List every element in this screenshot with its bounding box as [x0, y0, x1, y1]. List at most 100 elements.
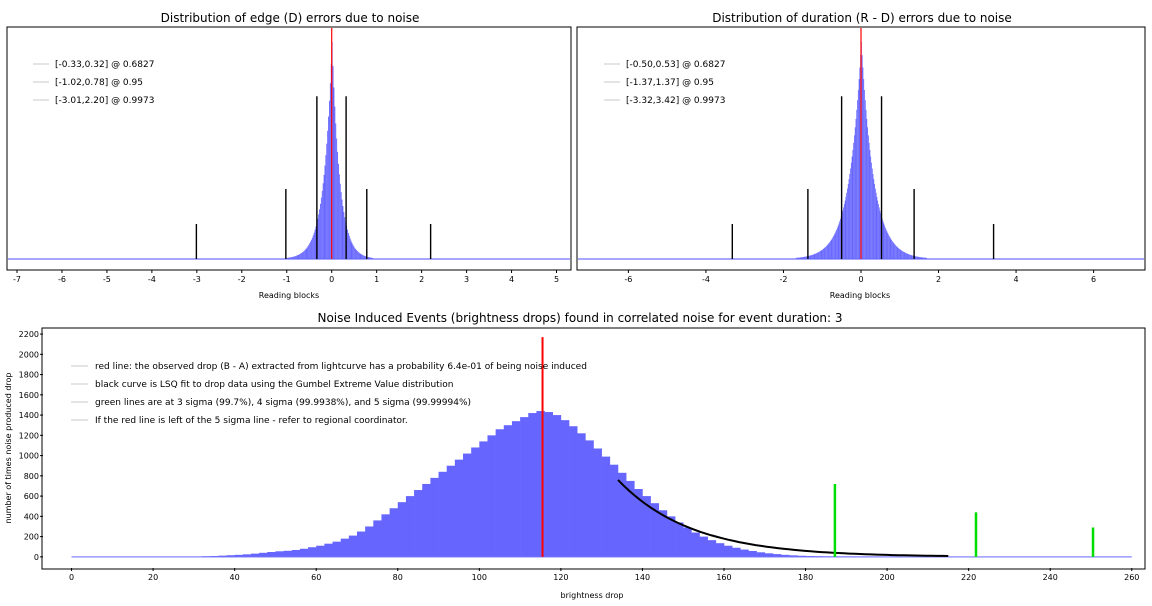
chart2-bar [909, 254, 910, 259]
chart1-bar [287, 258, 288, 259]
chart2-bar [855, 127, 856, 259]
chart2-bar [917, 257, 918, 259]
chart1-bar [315, 230, 316, 259]
chart2-bar [796, 258, 797, 259]
chart3-bar [463, 454, 471, 557]
chart1-bar [334, 107, 335, 259]
chart3-bar [300, 549, 308, 557]
chart3-bar [765, 553, 773, 557]
chart1-bar [353, 246, 354, 259]
chart2-bar [897, 247, 898, 259]
chart1-bar [313, 235, 314, 259]
chart2-bar [822, 249, 823, 259]
chart3-xtick-label: 100 [472, 573, 487, 582]
chart1-xtick-label: 1 [374, 275, 379, 284]
chart2-bar [911, 255, 912, 259]
chart2-bar [904, 252, 905, 259]
chart2-bar [895, 245, 896, 259]
chart3-bar [455, 460, 463, 557]
chart1-bar [354, 248, 355, 259]
chart2-bar [869, 143, 870, 259]
chart2-bar [845, 201, 846, 259]
chart3-bar [381, 514, 389, 557]
chart3-xtick-label: 80 [393, 573, 403, 582]
chart2-bar [845, 197, 846, 259]
chart2-bar [809, 256, 810, 259]
chart2-bar [801, 257, 802, 259]
chart3-ytick-label: 1600 [19, 391, 39, 400]
chart1-xtick-label: -6 [58, 275, 66, 284]
chart3-ytick-label: 1000 [19, 452, 39, 461]
chart1-bar [351, 241, 352, 259]
chart1-bar [321, 198, 322, 259]
chart1-bar [302, 252, 303, 259]
chart3-bar [667, 516, 675, 557]
chart2-bar [874, 184, 875, 259]
chart2-bar [879, 207, 880, 259]
chart2-bar [884, 226, 885, 259]
chart2-bar [838, 226, 839, 259]
chart3-bar [447, 466, 455, 557]
chart3-bar [471, 447, 479, 556]
chart1-bar [343, 206, 344, 259]
chart2-bar [892, 241, 893, 259]
chart1-bar [291, 257, 292, 259]
chart3-bar [251, 554, 259, 557]
chart3-bar [243, 554, 251, 557]
chart2-bar [850, 169, 851, 259]
chart3-bar [716, 543, 724, 557]
chart3-bar [390, 508, 398, 557]
chart1-bar [341, 192, 342, 259]
chart3-bar [585, 440, 593, 556]
chart2-bar [893, 242, 894, 259]
chart3-bar [373, 520, 381, 556]
chart1-bar [358, 252, 359, 259]
chart2-bar [896, 246, 897, 259]
chart1-bar [369, 257, 370, 259]
chart2-bar [814, 254, 815, 259]
chart2-bar [891, 240, 892, 259]
chart2-bar [797, 258, 798, 259]
chart1-bar [311, 240, 312, 259]
chart3-bar [210, 556, 218, 557]
chart2-bar [829, 242, 830, 259]
chart2-bar [828, 243, 829, 259]
chart2-bar [862, 55, 863, 259]
chart2-bar [804, 257, 805, 259]
chart1-bar [343, 212, 344, 259]
chart1-bar [318, 214, 319, 259]
chart2-xtick-label: 2 [936, 275, 941, 284]
chart2-bar [908, 254, 909, 259]
chart1-bar [371, 258, 372, 259]
chart2-legend-entry: [-1.37,1.37] @ 0.95 [626, 78, 714, 88]
chart3-bar [806, 556, 814, 557]
chart2-bar [859, 79, 860, 259]
chart2-bar [849, 179, 850, 259]
chart3-ytick-label: 0 [34, 553, 39, 562]
chart2-bar [921, 257, 922, 259]
chart1-bar [308, 245, 309, 259]
chart1-bar [296, 256, 297, 259]
chart3-bar [439, 472, 447, 557]
chart2-bar [825, 247, 826, 259]
chart1-bar [338, 164, 339, 259]
chart3-xtick-label: 40 [230, 573, 240, 582]
chart2-bar [883, 221, 884, 259]
chart2-bar [873, 174, 874, 259]
chart1-bar [368, 257, 369, 259]
chart2-bar [847, 189, 848, 259]
chart1-bar [361, 255, 362, 259]
chart2-bar [832, 239, 833, 259]
chart2-bar [801, 257, 802, 259]
chart3-bar [569, 426, 577, 557]
chart2-xtick-label: -6 [624, 275, 632, 284]
chart3-xtick-label: 240 [1043, 573, 1058, 582]
chart2-bar [894, 243, 895, 259]
chart2-bar [819, 252, 820, 259]
chart3-bar [561, 420, 569, 557]
chart2-bar [867, 127, 868, 259]
chart3-bar [724, 546, 732, 557]
chart2-bar [924, 258, 925, 259]
chart2-bar [821, 251, 822, 259]
chart2-bar [871, 163, 872, 259]
